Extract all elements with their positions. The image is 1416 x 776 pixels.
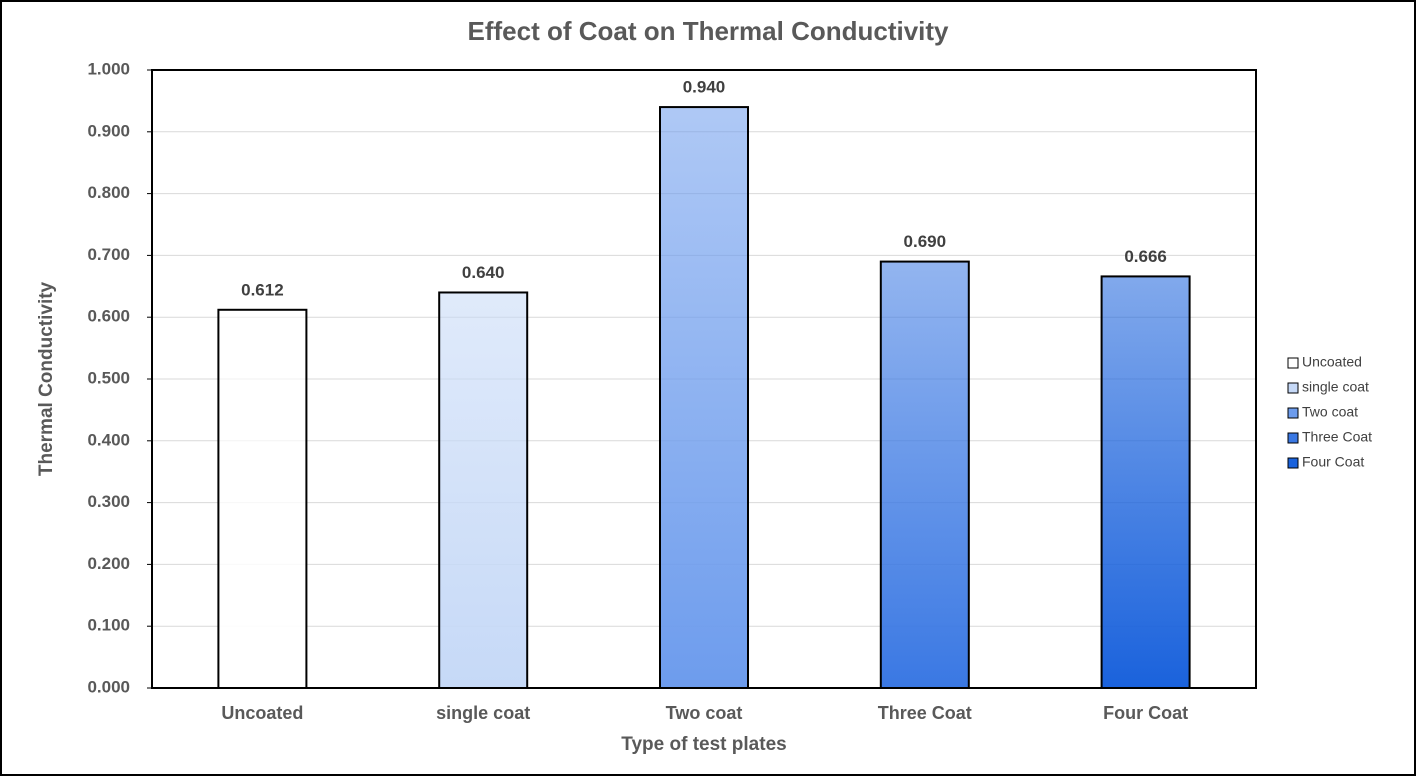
y-tick-label: 0.500 bbox=[87, 368, 130, 387]
y-tick-label: 0.600 bbox=[87, 307, 130, 326]
y-tick-label: 0.100 bbox=[87, 616, 130, 635]
x-tick-label: single coat bbox=[436, 703, 530, 723]
legend-label: Four Coat bbox=[1302, 454, 1364, 470]
legend-swatch bbox=[1287, 357, 1299, 369]
legend-label: Uncoated bbox=[1302, 354, 1362, 370]
y-tick-label: 0.400 bbox=[87, 430, 130, 449]
x-tick-label: Three Coat bbox=[878, 703, 972, 723]
data-label: 0.612 bbox=[241, 280, 284, 299]
data-label: 0.940 bbox=[683, 78, 726, 97]
bar bbox=[879, 260, 970, 689]
legend-label: single coat bbox=[1302, 379, 1369, 395]
y-tick-label: 0.300 bbox=[87, 492, 130, 511]
legend-swatch bbox=[1287, 382, 1299, 394]
y-tick-label: 0.000 bbox=[87, 677, 130, 696]
y-tick-label: 0.900 bbox=[87, 121, 130, 140]
x-axis-title: Type of test plates bbox=[621, 734, 786, 755]
chart-title: Effect of Coat on Thermal Conductivity bbox=[467, 16, 949, 46]
bar bbox=[217, 308, 308, 689]
legend-swatch bbox=[1287, 432, 1299, 444]
x-tick-label: Uncoated bbox=[221, 703, 303, 723]
data-label: 0.690 bbox=[904, 232, 947, 251]
legend-label: Three Coat bbox=[1302, 429, 1372, 445]
y-tick-label: 0.200 bbox=[87, 554, 130, 573]
y-tick-label: 1.000 bbox=[87, 59, 130, 78]
bar bbox=[659, 106, 749, 689]
legend-swatch bbox=[1287, 407, 1299, 419]
x-tick-label: Two coat bbox=[666, 703, 743, 723]
data-label: 0.666 bbox=[1124, 247, 1167, 266]
y-tick-label: 0.700 bbox=[87, 245, 130, 264]
y-axis-title: Thermal Conductivity bbox=[36, 281, 57, 476]
legend-swatch bbox=[1287, 457, 1299, 469]
x-tick-label: Four Coat bbox=[1103, 703, 1188, 723]
bar bbox=[1100, 275, 1191, 689]
legend-label: Two coat bbox=[1302, 404, 1358, 420]
y-tick-label: 0.800 bbox=[87, 183, 130, 202]
bar bbox=[438, 291, 529, 689]
data-label: 0.640 bbox=[462, 263, 505, 282]
